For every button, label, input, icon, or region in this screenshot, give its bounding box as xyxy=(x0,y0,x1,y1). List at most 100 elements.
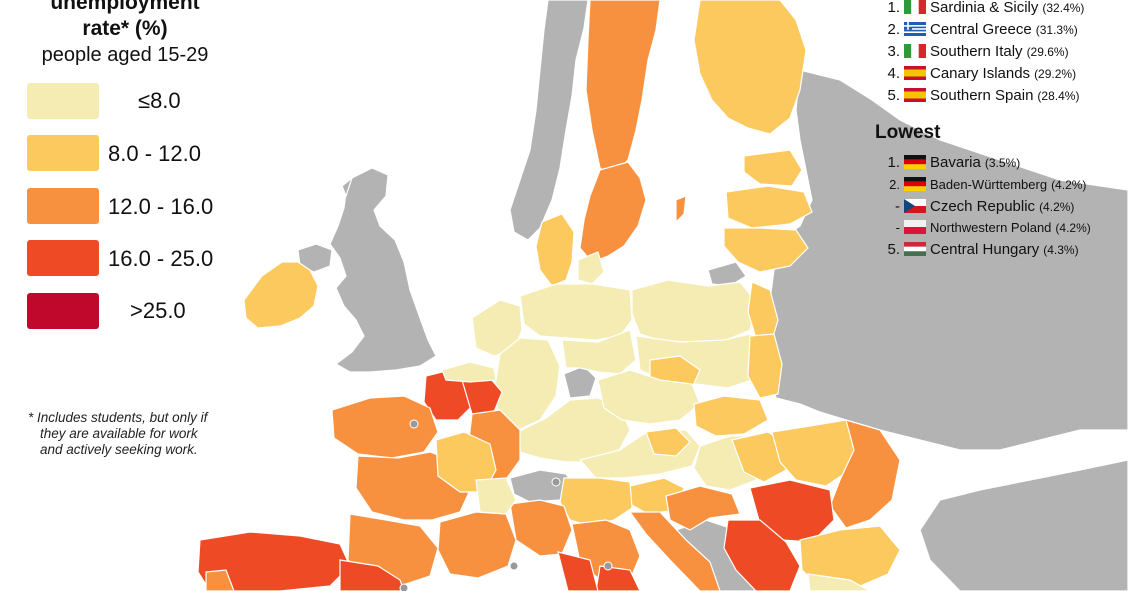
region-france-northwest xyxy=(331,395,439,459)
rank-value: (29.6%) xyxy=(1026,45,1069,59)
legend-label-1: ≤8.0 xyxy=(138,88,181,113)
region-finland xyxy=(693,0,807,135)
legend-label-5: >25.0 xyxy=(130,298,186,323)
region-name: Bavaria xyxy=(930,154,981,171)
legend-label-2: 8.0 - 12.0 xyxy=(108,141,201,166)
rank-number: 1. xyxy=(887,154,900,171)
germany-flag-icon xyxy=(904,177,926,191)
no-data-regions xyxy=(297,0,1128,591)
ranking-panel: 1. Sardinia & Sicily (32.4%) 2. Central Gre… xyxy=(872,0,1128,270)
region-france-southeast xyxy=(437,511,517,579)
spain-flag-icon xyxy=(904,66,926,80)
legend-title-line1: unemployment xyxy=(50,0,200,14)
region-name: Central Greece xyxy=(930,21,1032,38)
region-italy-south xyxy=(595,565,641,591)
region-denmark-islands xyxy=(577,251,605,285)
rank-number: - xyxy=(895,220,900,235)
region-name: Central Hungary xyxy=(930,241,1040,258)
dot-vienna xyxy=(551,477,561,487)
legend-title-line2: rate* (%) xyxy=(82,17,168,40)
scottish-islands xyxy=(341,176,354,198)
norway xyxy=(509,0,589,241)
kaliningrad xyxy=(707,261,747,287)
region-slovakia xyxy=(693,395,769,437)
region-italy-northwest xyxy=(509,499,573,557)
rank-value: (4.2%) xyxy=(1051,178,1087,192)
footnote-line-3: and actively seeking work. xyxy=(40,442,198,457)
rank-number: 2. xyxy=(887,21,900,38)
region-denmark-jutland xyxy=(535,213,575,287)
legend-swatch-4 xyxy=(27,240,99,276)
region-name: Baden-Württemberg xyxy=(930,177,1048,192)
region-germany-north xyxy=(519,283,633,341)
rank-number: 3. xyxy=(887,43,900,60)
rank-number: 5. xyxy=(887,241,900,258)
rank-value: (31.3%) xyxy=(1035,23,1078,37)
region-czechia xyxy=(597,369,701,425)
rank-value: (4.2%) xyxy=(1039,200,1075,214)
region-name: Southern Spain xyxy=(930,87,1034,104)
region-name: Czech Republic xyxy=(930,198,1036,215)
spain-flag-icon xyxy=(904,88,926,102)
region-belgium xyxy=(441,361,497,383)
hungary-flag-icon xyxy=(904,242,926,256)
region-croatia xyxy=(665,485,741,531)
region-lithuania xyxy=(723,227,809,273)
legend-swatch-5 xyxy=(27,293,99,329)
dot-budapest xyxy=(603,561,613,571)
lowest-row-5: 5. Central Hungary (4.3%) xyxy=(872,241,1079,261)
legend: unemployment rate* (%) people aged 15-29… xyxy=(0,0,250,340)
rank-number: 1. xyxy=(887,0,900,16)
region-name: Southern Italy xyxy=(930,43,1023,60)
highest-row-1: 1. Sardinia & Sicily (32.4%) xyxy=(872,0,1084,19)
dot-paris xyxy=(409,419,419,429)
italy-flag-icon xyxy=(904,0,926,14)
turkey xyxy=(919,459,1128,591)
footnote-line-2: they are available for work xyxy=(40,426,198,441)
highest-row-2: 2. Central Greece (31.3%) xyxy=(872,21,1078,41)
region-romania-southwest xyxy=(723,519,801,591)
region-name: Northwestern Poland xyxy=(930,220,1052,235)
dot-rome xyxy=(509,561,519,571)
rank-value: (3.5%) xyxy=(984,156,1021,170)
region-poland-north xyxy=(631,279,757,343)
region-ireland xyxy=(243,261,319,329)
region-austria-vienna xyxy=(645,427,691,457)
region-croatia-coast xyxy=(628,511,721,591)
czech-flag-icon xyxy=(904,199,926,213)
rank-number: - xyxy=(895,198,900,215)
rank-number: 5. xyxy=(887,87,900,104)
region-italy-lazio xyxy=(557,551,599,591)
region-estonia xyxy=(743,149,803,187)
lowest-row-1: 1. Bavaria (3.5%) xyxy=(872,154,1020,174)
region-germany-south xyxy=(517,397,631,463)
region-latvia xyxy=(725,185,813,229)
italy-flag-icon xyxy=(904,44,926,58)
dot-madrid xyxy=(399,583,409,591)
rank-value: (29.2%) xyxy=(1034,67,1077,81)
rank-number: 2. xyxy=(889,177,900,192)
legend-label-4: 16.0 - 25.0 xyxy=(108,246,214,271)
footnote: * Includes students, but only if they ar… xyxy=(28,410,268,458)
legend-label-3: 12.0 - 16.0 xyxy=(108,194,214,219)
region-name: Canary Islands xyxy=(930,65,1031,82)
legend-swatch-3 xyxy=(27,188,99,224)
germany-flag-icon xyxy=(904,155,926,169)
footnote-line-1: * Includes students, but only if xyxy=(28,410,208,425)
legend-subtitle: people aged 15-29 xyxy=(41,44,209,66)
great-britain xyxy=(329,167,437,373)
rank-value: (32.4%) xyxy=(1042,1,1085,15)
region-name: Sardinia & Sicily xyxy=(930,0,1039,16)
lowest-row-3: - Czech Republic (4.2%) xyxy=(872,198,1074,218)
region-italy-north xyxy=(559,477,633,527)
region-gotland xyxy=(675,195,687,224)
lowest-row-4: - Northwestern Poland (4.2%) xyxy=(872,220,1091,240)
rank-value: (4.3%) xyxy=(1043,243,1079,257)
legend-swatch-2 xyxy=(27,135,99,171)
region-poland-southeast xyxy=(747,333,783,399)
region-romania-east xyxy=(829,419,901,529)
capital-dots xyxy=(399,419,613,591)
highest-row-3: 3. Southern Italy (29.6%) xyxy=(872,43,1069,63)
region-sweden-south xyxy=(579,161,647,263)
